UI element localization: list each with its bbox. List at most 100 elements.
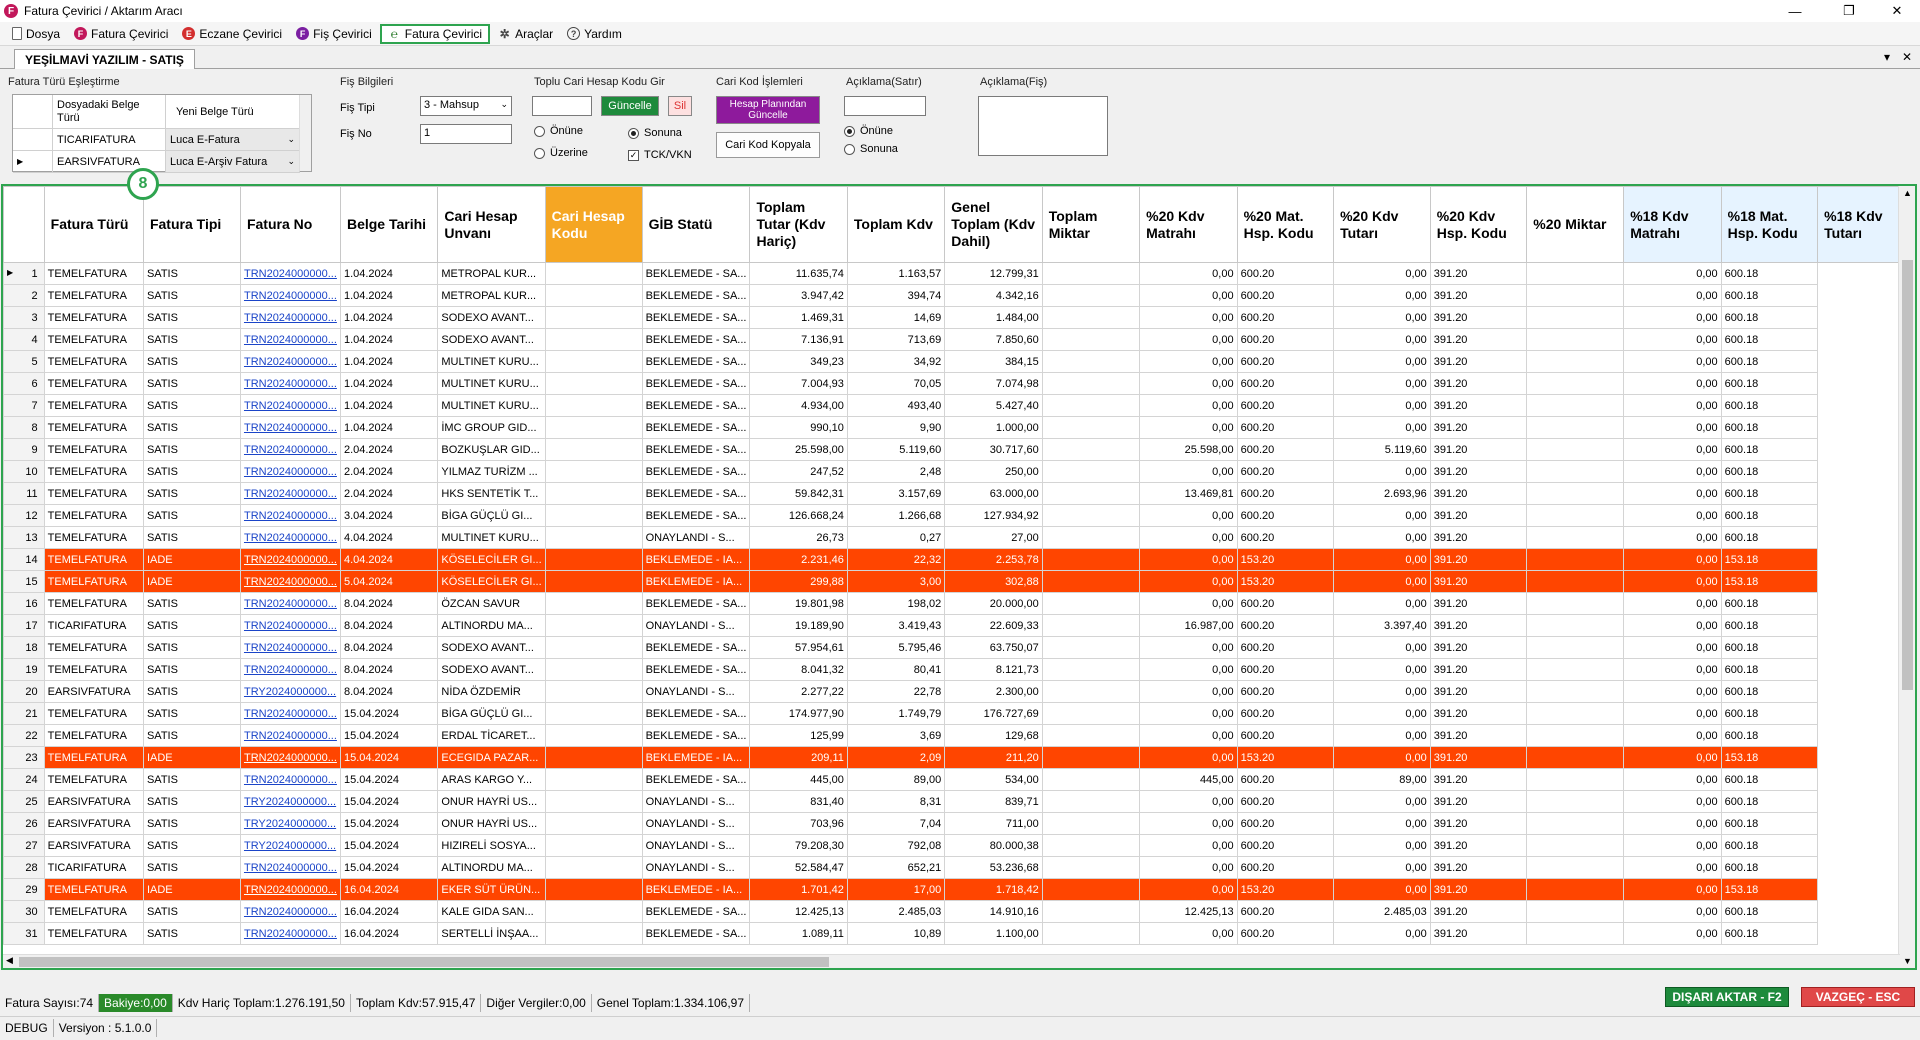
fatura-no-link[interactable]: TRN2024000000... xyxy=(239,438,341,461)
minimize-button[interactable]: — xyxy=(1788,3,1802,19)
cari-hesap-kodu-cell[interactable] xyxy=(544,306,643,329)
table-row[interactable]: 20 EARSIVFATURA SATIS TRY2024000000... 8.04.… xyxy=(3,680,1915,703)
table-row[interactable]: 18 TEMELFATURA SATIS TRN2024000000... 8.04.2… xyxy=(3,636,1915,659)
col-belge-tarihi[interactable]: Belge Tarihi xyxy=(339,186,439,263)
cari-hesap-kodu-cell[interactable] xyxy=(544,284,643,307)
grid-horizontal-scrollbar[interactable]: ◀ xyxy=(3,954,1900,968)
tab-dropdown-icon[interactable]: ▾ xyxy=(1884,50,1891,64)
cari-hesap-kodu-cell[interactable] xyxy=(544,438,643,461)
fatura-no-link[interactable]: TRN2024000000... xyxy=(239,570,341,593)
cari-hesap-kodu-cell[interactable] xyxy=(544,900,643,923)
sil-button[interactable]: Sil xyxy=(668,96,692,116)
table-row[interactable]: 12 TEMELFATURA SATIS TRN2024000000... 3.04.2… xyxy=(3,504,1915,527)
col-kdv20-mat-hsp[interactable]: %20 Mat. Hsp. Kodu xyxy=(1236,186,1335,263)
cari-hesap-kodu-cell[interactable] xyxy=(544,702,643,725)
table-row[interactable]: 31 TEMELFATURA SATIS TRN2024000000... 16.04.… xyxy=(3,922,1915,945)
tab-yesilmavi-satis[interactable]: YEŞİLMAVİ YAZILIM - SATIŞ xyxy=(14,49,195,69)
table-row[interactable]: 22 TEMELFATURA SATIS TRN2024000000... 15.04.… xyxy=(3,724,1915,747)
cari-hesap-kodu-cell[interactable] xyxy=(544,636,643,659)
guncelle-button[interactable]: Güncelle xyxy=(601,96,659,116)
table-row[interactable]: 2 TEMELFATURA SATIS TRN2024000000... 1.04.20… xyxy=(3,284,1915,307)
fatura-no-link[interactable]: TRY2024000000... xyxy=(239,680,341,703)
cari-hesap-kodu-cell[interactable] xyxy=(544,526,643,549)
cari-hesap-kodu-cell[interactable] xyxy=(544,548,643,571)
cari-hesap-kodu-cell[interactable] xyxy=(544,394,643,417)
cari-hesap-kodu-cell[interactable] xyxy=(544,614,643,637)
fatura-no-link[interactable]: TRN2024000000... xyxy=(239,658,341,681)
table-row[interactable]: 11 TEMELFATURA SATIS TRN2024000000... 2.04.2… xyxy=(3,482,1915,505)
menu-araclar[interactable]: ✲ Araçlar xyxy=(492,24,559,44)
col-fatura-tipi[interactable]: Fatura Tipi xyxy=(142,186,241,263)
table-row[interactable]: 13 TEMELFATURA SATIS TRN2024000000... 4.04.2… xyxy=(3,526,1915,549)
fatura-no-link[interactable]: TRN2024000000... xyxy=(239,262,341,285)
fatura-no-link[interactable]: TRN2024000000... xyxy=(239,504,341,527)
table-row[interactable]: 9 TEMELFATURA SATIS TRN2024000000... 2.04.20… xyxy=(3,438,1915,461)
cari-hesap-kodu-cell[interactable] xyxy=(544,856,643,879)
table-row[interactable]: 8 TEMELFATURA SATIS TRN2024000000... 1.04.20… xyxy=(3,416,1915,439)
cari-hesap-kodu-cell[interactable] xyxy=(544,570,643,593)
menu-fatura-cevirici-active[interactable]: ℮ Fatura Çevirici xyxy=(379,23,491,44)
aciklama-fis-textarea[interactable] xyxy=(978,96,1108,156)
restore-button[interactable]: ❐ xyxy=(1843,3,1855,18)
table-row[interactable]: 7 TEMELFATURA SATIS TRN2024000000... 1.04.20… xyxy=(3,394,1915,417)
table-row[interactable]: 25 EARSIVFATURA SATIS TRY2024000000... 15.04… xyxy=(3,790,1915,813)
menu-dosya[interactable]: Dosya xyxy=(6,24,66,44)
menu-fis-cevirici[interactable]: F Fiş Çevirici xyxy=(290,24,378,44)
fatura-no-link[interactable]: TRN2024000000... xyxy=(239,350,341,373)
table-row[interactable]: ▶ 1 TEMELFATURA SATIS TRN2024000000... 1.04.2… xyxy=(3,262,1915,285)
mapping-dst-2[interactable]: Luca E-Arşiv Fatura ⌄ xyxy=(166,151,300,173)
fatura-no-link[interactable]: TRN2024000000... xyxy=(239,592,341,615)
hesap-plani-guncelle-button[interactable]: Hesap Planından Güncelle xyxy=(716,96,820,124)
aciklama-onune-radio[interactable]: Önüne xyxy=(844,125,893,137)
fatura-no-link[interactable]: TRN2024000000... xyxy=(239,900,341,923)
col-cari-hesap-kodu[interactable]: Cari Hesap Kodu xyxy=(544,186,643,263)
cari-hesap-kodu-cell[interactable] xyxy=(544,922,643,945)
col-20-miktar[interactable]: %20 Miktar xyxy=(1526,186,1625,263)
cari-hesap-kodu-cell[interactable] xyxy=(544,724,643,747)
scroll-left-icon[interactable]: ◀ xyxy=(6,955,13,965)
tab-close-icon[interactable]: ✕ xyxy=(1902,50,1913,64)
table-row[interactable]: 21 TEMELFATURA SATIS TRN2024000000... 15.04.… xyxy=(3,702,1915,725)
scroll-down-icon[interactable]: ▼ xyxy=(1903,956,1912,966)
table-row[interactable]: 17 TICARIFATURA SATIS TRN2024000000... 8.04.… xyxy=(3,614,1915,637)
table-row[interactable]: 6 TEMELFATURA SATIS TRN2024000000... 1.04.20… xyxy=(3,372,1915,395)
cari-hesap-kodu-cell[interactable] xyxy=(544,658,643,681)
fatura-no-link[interactable]: TRN2024000000... xyxy=(239,284,341,307)
fatura-no-link[interactable]: TRN2024000000... xyxy=(239,460,341,483)
table-row[interactable]: 23 TEMELFATURA IADE TRN2024000000... 15.04.2… xyxy=(3,746,1915,769)
aciklama-sonuna-radio[interactable]: Sonuna xyxy=(844,143,898,155)
mapping-scrollbar[interactable] xyxy=(299,95,311,171)
col-fatura-turu[interactable]: Fatura Türü xyxy=(43,186,144,263)
table-row[interactable]: 26 EARSIVFATURA SATIS TRY2024000000... 15.04… xyxy=(3,812,1915,835)
fatura-no-link[interactable]: TRN2024000000... xyxy=(239,416,341,439)
col-toplam-kdv[interactable]: Toplam Kdv xyxy=(846,186,946,263)
menu-yardim[interactable]: ? Yardım xyxy=(561,24,628,44)
fatura-no-link[interactable]: TRY2024000000... xyxy=(239,834,341,857)
fatura-no-link[interactable]: TRY2024000000... xyxy=(239,790,341,813)
table-row[interactable]: 5 TEMELFATURA SATIS TRN2024000000... 1.04.20… xyxy=(3,350,1915,373)
table-row[interactable]: 4 TEMELFATURA SATIS TRN2024000000... 1.04.20… xyxy=(3,328,1915,351)
cari-hesap-kodu-cell[interactable] xyxy=(544,416,643,439)
cari-hesap-kodu-cell[interactable] xyxy=(544,746,643,769)
table-row[interactable]: 15 TEMELFATURA IADE TRN2024000000... 5.04.20… xyxy=(3,570,1915,593)
fatura-no-link[interactable]: TRY2024000000... xyxy=(239,812,341,835)
cari-hesap-kodu-cell[interactable] xyxy=(544,592,643,615)
fatura-no-link[interactable]: TRN2024000000... xyxy=(239,328,341,351)
fatura-no-link[interactable]: TRN2024000000... xyxy=(239,922,341,945)
fatura-no-link[interactable]: TRN2024000000... xyxy=(239,306,341,329)
col-kdv20-hsp[interactable]: %20 Kdv Hsp. Kodu xyxy=(1429,186,1528,263)
row-number-header[interactable] xyxy=(3,186,45,263)
fatura-no-link[interactable]: TRN2024000000... xyxy=(239,526,341,549)
cari-hesap-kodu-cell[interactable] xyxy=(544,350,643,373)
fatura-no-link[interactable]: TRN2024000000... xyxy=(239,856,341,879)
grid-vertical-scrollbar[interactable]: ▲ ▼ xyxy=(1898,186,1915,968)
table-row[interactable]: 27 EARSIVFATURA SATIS TRY2024000000... 15.04… xyxy=(3,834,1915,857)
fatura-no-link[interactable]: TRN2024000000... xyxy=(239,724,341,747)
fatura-no-link[interactable]: TRN2024000000... xyxy=(239,482,341,505)
table-row[interactable]: 16 TEMELFATURA SATIS TRN2024000000... 8.04.2… xyxy=(3,592,1915,615)
fis-no-input[interactable]: 1 xyxy=(420,124,512,144)
scroll-up-icon[interactable]: ▲ xyxy=(1903,188,1912,198)
col-gib-statu[interactable]: GİB Statü xyxy=(641,186,751,263)
col-cari-hesap-unvani[interactable]: Cari Hesap Unvanı xyxy=(437,186,546,263)
aciklama-satir-input[interactable] xyxy=(844,96,926,116)
